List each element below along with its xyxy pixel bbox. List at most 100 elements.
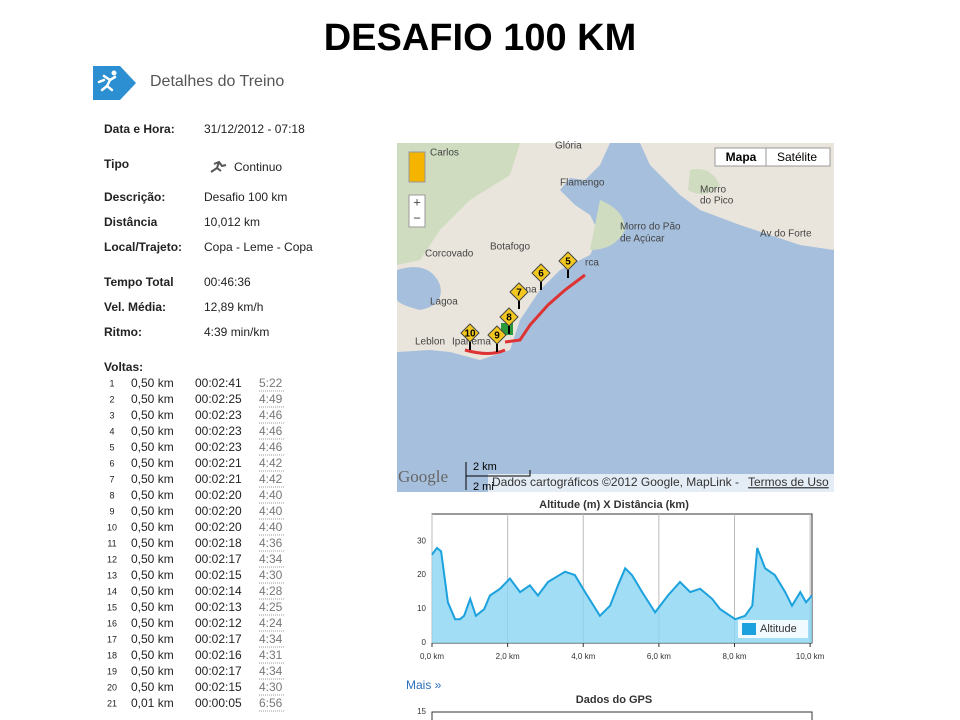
lap-cell: 15	[107, 602, 117, 612]
lap-cell: 00:02:17	[195, 552, 242, 566]
detail-label: Ritmo:	[104, 325, 142, 339]
detail-label: Local/Trajeto:	[104, 240, 182, 254]
map-label: Ipanema	[452, 337, 491, 348]
lap-marker-label: 7	[516, 288, 522, 299]
lap-cell: 00:02:15	[195, 568, 242, 582]
slide-title: DESAFIO 100 KM	[324, 17, 637, 59]
lap-cell: 0,50 km	[131, 648, 174, 662]
more-link[interactable]: Mais »	[406, 678, 442, 692]
x-tick-label: 8,0 km	[722, 652, 746, 661]
map-type-control	[714, 147, 831, 167]
lap-pace: 4:36	[259, 536, 283, 550]
lap-cell: 10	[107, 522, 117, 532]
lap-cell: 16	[107, 618, 117, 628]
map-label: Carlos	[430, 148, 459, 159]
map-lagoon	[397, 267, 441, 310]
map-logo: Google	[398, 467, 448, 486]
lap-cell: 00:02:21	[195, 456, 242, 470]
detail-value: 12,89 km/h	[204, 300, 263, 314]
lap-pace: 4:30	[259, 680, 283, 694]
lap-cell: 0,50 km	[131, 488, 174, 502]
lap-pace: 4:34	[259, 664, 283, 678]
map-scale	[465, 462, 531, 490]
lap-cell: 12	[107, 554, 117, 564]
map-label: Morro do Pão	[620, 222, 681, 233]
lap-pace: 4:46	[259, 408, 283, 422]
detail-value: 10,012 km	[204, 215, 260, 229]
map-type-button[interactable]: Satélite	[777, 150, 817, 164]
map-attribution: Dados cartográficos ©2012 Google, MapLin…	[492, 475, 739, 489]
lap-cell: 21	[107, 698, 117, 708]
lap-marker-label: 9	[494, 331, 500, 342]
lap-pace: 4:40	[259, 488, 283, 502]
detail-label: Descrição:	[104, 190, 165, 204]
lap-pace: 5:22	[259, 376, 283, 390]
lap-cell: 00:02:23	[195, 424, 242, 438]
lap-pace: 4:34	[259, 552, 283, 566]
lap-marker-label: 5	[565, 257, 571, 268]
legend-label: Altitude	[760, 623, 797, 635]
map-label: Lagoa	[430, 297, 458, 308]
map-land	[640, 143, 834, 250]
lap-cell: 0,50 km	[131, 392, 174, 406]
lap-cell: 0,50 km	[131, 632, 174, 646]
detail-value: Desafio 100 km	[204, 190, 287, 204]
chart-title: Altitude (m) X Distância (km)	[539, 499, 689, 511]
route	[464, 348, 506, 355]
lap-pace: 4:31	[259, 648, 283, 662]
lap-cell: 00:02:14	[195, 584, 242, 598]
lap-cell: 11	[107, 538, 116, 548]
map-park	[397, 143, 520, 265]
x-tick-label: 6,0 km	[647, 652, 671, 661]
lap-cell: 0,50 km	[131, 472, 174, 486]
map-type-button[interactable]: Mapa	[726, 150, 757, 164]
lap-pace: 4:46	[259, 424, 283, 438]
map-label: de Açúcar	[620, 234, 665, 245]
lap-pace: 4:42	[259, 472, 283, 486]
lap-cell: 0,50 km	[131, 568, 174, 582]
detail-label: Data e Hora:	[104, 122, 175, 136]
lap-cell: 14	[107, 586, 117, 596]
lap-pace: 4:46	[259, 440, 283, 454]
x-tick-label: 2,0 km	[496, 652, 520, 661]
lap-cell: 0,50 km	[131, 456, 174, 470]
lap-cell: 20	[107, 682, 117, 692]
map-label: Morro	[700, 185, 727, 196]
lap-cell: 0,50 km	[131, 376, 174, 390]
lap-pace: 4:34	[259, 632, 283, 646]
lap-marker-label: 8	[506, 313, 512, 324]
y-tick-label: 30	[417, 536, 426, 545]
lap-cell: 00:02:20	[195, 488, 242, 502]
lap-cell: 0,50 km	[131, 552, 174, 566]
lap-cell: 00:02:16	[195, 648, 242, 662]
charts: Altitude (m) X Distância (km) 0,0 km 2,0 k…	[417, 499, 825, 720]
line	[431, 546, 813, 621]
detail-value: Continuo	[234, 160, 282, 174]
map-scale-label: 2 mi	[473, 481, 494, 493]
map-terms[interactable]: Termos de Uso	[748, 475, 829, 489]
map-label: Corcovado	[425, 249, 474, 260]
lap-pace: 4:49	[259, 392, 283, 406]
lap-cell: 9	[109, 506, 114, 516]
attribution-bg	[488, 474, 834, 492]
lap-cell: 0,50 km	[131, 424, 174, 438]
lap-marker-label: 6	[538, 269, 544, 280]
lap-cell: 19	[107, 666, 117, 676]
lap-cell: 3	[109, 410, 114, 420]
lap-cell: 00:00:05	[195, 696, 242, 710]
lap-cell: 00:02:18	[195, 536, 242, 550]
map-park	[688, 169, 720, 194]
plot-frame	[431, 711, 813, 720]
lap-cell: 0,50 km	[131, 520, 174, 534]
type-icon	[210, 160, 227, 173]
zoom-control[interactable]: + −	[408, 151, 426, 228]
map-scale-label: 2 km	[473, 461, 497, 473]
lap-cell: 00:02:23	[195, 440, 242, 454]
lap-cell: 00:02:23	[195, 408, 242, 422]
lap-pace: 4:40	[259, 520, 283, 534]
detail-label: Vel. Média:	[104, 300, 166, 314]
y-tick-label: 10	[417, 604, 426, 613]
svg-text:+: +	[413, 194, 421, 209]
y-tick-label: 0	[422, 638, 427, 647]
map[interactable]: + − Carlos Glória Flamengo Botafogo Corcovad…	[397, 141, 834, 493]
